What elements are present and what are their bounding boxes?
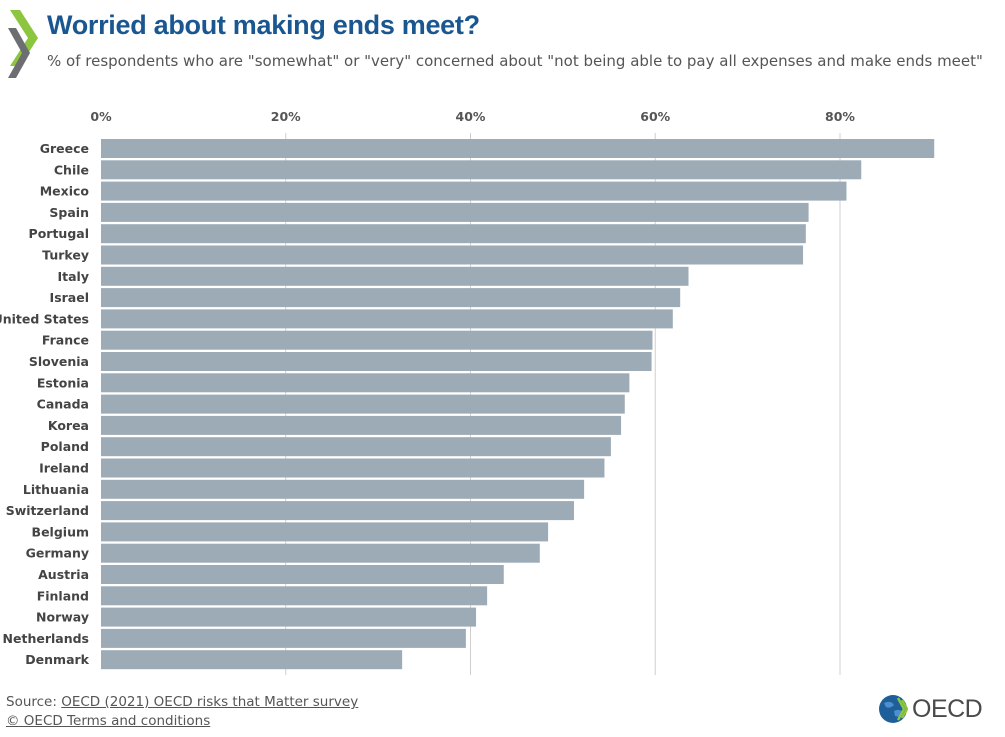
bar-italy[interactable] — [101, 266, 689, 286]
bar-poland[interactable] — [101, 437, 611, 457]
bar-chile[interactable] — [101, 160, 862, 180]
category-label: Netherlands — [3, 631, 89, 646]
oecd-chevron-logo-icon — [8, 10, 38, 78]
category-label: Turkey — [42, 248, 89, 263]
x-axis-ticks: 0% 20% 40% 60% 80% — [90, 109, 855, 124]
source-line: Source: OECD (2021) OECD risks that Matt… — [6, 693, 358, 712]
category-label: Slovenia — [29, 354, 89, 369]
bar-spain[interactable] — [101, 202, 809, 222]
category-label: Austria — [38, 567, 89, 582]
x-tick-label: 80% — [825, 109, 855, 124]
bar-norway[interactable] — [101, 607, 477, 627]
bar-switzerland[interactable] — [101, 501, 574, 521]
category-labels: Greece Chile Mexico Spain Portugal Turkey Ital… — [0, 141, 90, 667]
terms-link[interactable]: © OECD Terms and conditions — [6, 713, 211, 729]
category-label: France — [42, 333, 89, 348]
source-link[interactable]: OECD (2021) OECD risks that Matter surve… — [61, 694, 359, 710]
bar-israel[interactable] — [101, 288, 681, 308]
source-prefix: Source: — [6, 694, 62, 710]
bar-austria[interactable] — [101, 565, 504, 584]
category-label: Germany — [26, 546, 89, 561]
x-tick-label: 20% — [271, 109, 301, 124]
category-label: Poland — [41, 439, 89, 454]
bar-belgium[interactable] — [101, 522, 549, 542]
oecd-globe-icon — [879, 695, 908, 723]
bar-denmark[interactable] — [101, 650, 403, 670]
x-tick-label: 40% — [456, 109, 486, 124]
bar-korea[interactable] — [101, 415, 622, 435]
bar-chart: 0% 20% 40% 60% 80% Greece Chile Mexico Spain Por… — [0, 109, 935, 675]
category-label: Ireland — [39, 461, 89, 476]
chart-subtitle: % of respondents who are "somewhat" or "… — [47, 52, 983, 70]
category-label: United States — [0, 311, 89, 326]
category-label: Israel — [50, 290, 89, 305]
category-label: Mexico — [40, 184, 90, 199]
category-label: Lithuania — [23, 482, 89, 497]
category-label: Finland — [37, 588, 89, 603]
oecd-logo[interactable]: OECD — [878, 693, 1000, 725]
bar-greece[interactable] — [101, 139, 935, 158]
bars — [101, 139, 935, 670]
category-label: Denmark — [25, 652, 89, 667]
bar-portugal[interactable] — [101, 224, 806, 244]
bar-estonia[interactable] — [101, 373, 630, 393]
category-label: Italy — [58, 269, 90, 284]
x-tick-label: 60% — [640, 109, 670, 124]
bar-canada[interactable] — [101, 394, 625, 414]
bar-ireland[interactable] — [101, 458, 605, 478]
category-label: Estonia — [37, 375, 89, 390]
chart-title: Worried about making ends meet? — [47, 10, 480, 40]
bar-slovenia[interactable] — [101, 352, 652, 371]
bar-lithuania[interactable] — [101, 479, 585, 499]
bar-united-states[interactable] — [101, 309, 673, 329]
bar-germany[interactable] — [101, 543, 540, 563]
x-tick-label: 0% — [90, 109, 112, 124]
bar-turkey[interactable] — [101, 245, 804, 265]
category-label: Greece — [40, 141, 89, 156]
bar-netherlands[interactable] — [101, 628, 466, 648]
bar-mexico[interactable] — [101, 181, 847, 201]
terms-line: © OECD Terms and conditions — [6, 712, 358, 731]
category-label: Belgium — [32, 524, 89, 539]
category-label: Canada — [37, 397, 89, 412]
category-label: Portugal — [29, 226, 89, 241]
bar-finland[interactable] — [101, 586, 488, 606]
oecd-logo-text: OECD — [912, 694, 983, 723]
category-label: Chile — [54, 162, 89, 177]
category-label: Spain — [49, 205, 89, 220]
category-label: Switzerland — [6, 503, 89, 518]
category-label: Norway — [36, 610, 89, 625]
category-label: Korea — [48, 418, 89, 433]
source-block: Source: OECD (2021) OECD risks that Matt… — [6, 693, 358, 731]
bar-france[interactable] — [101, 330, 653, 350]
